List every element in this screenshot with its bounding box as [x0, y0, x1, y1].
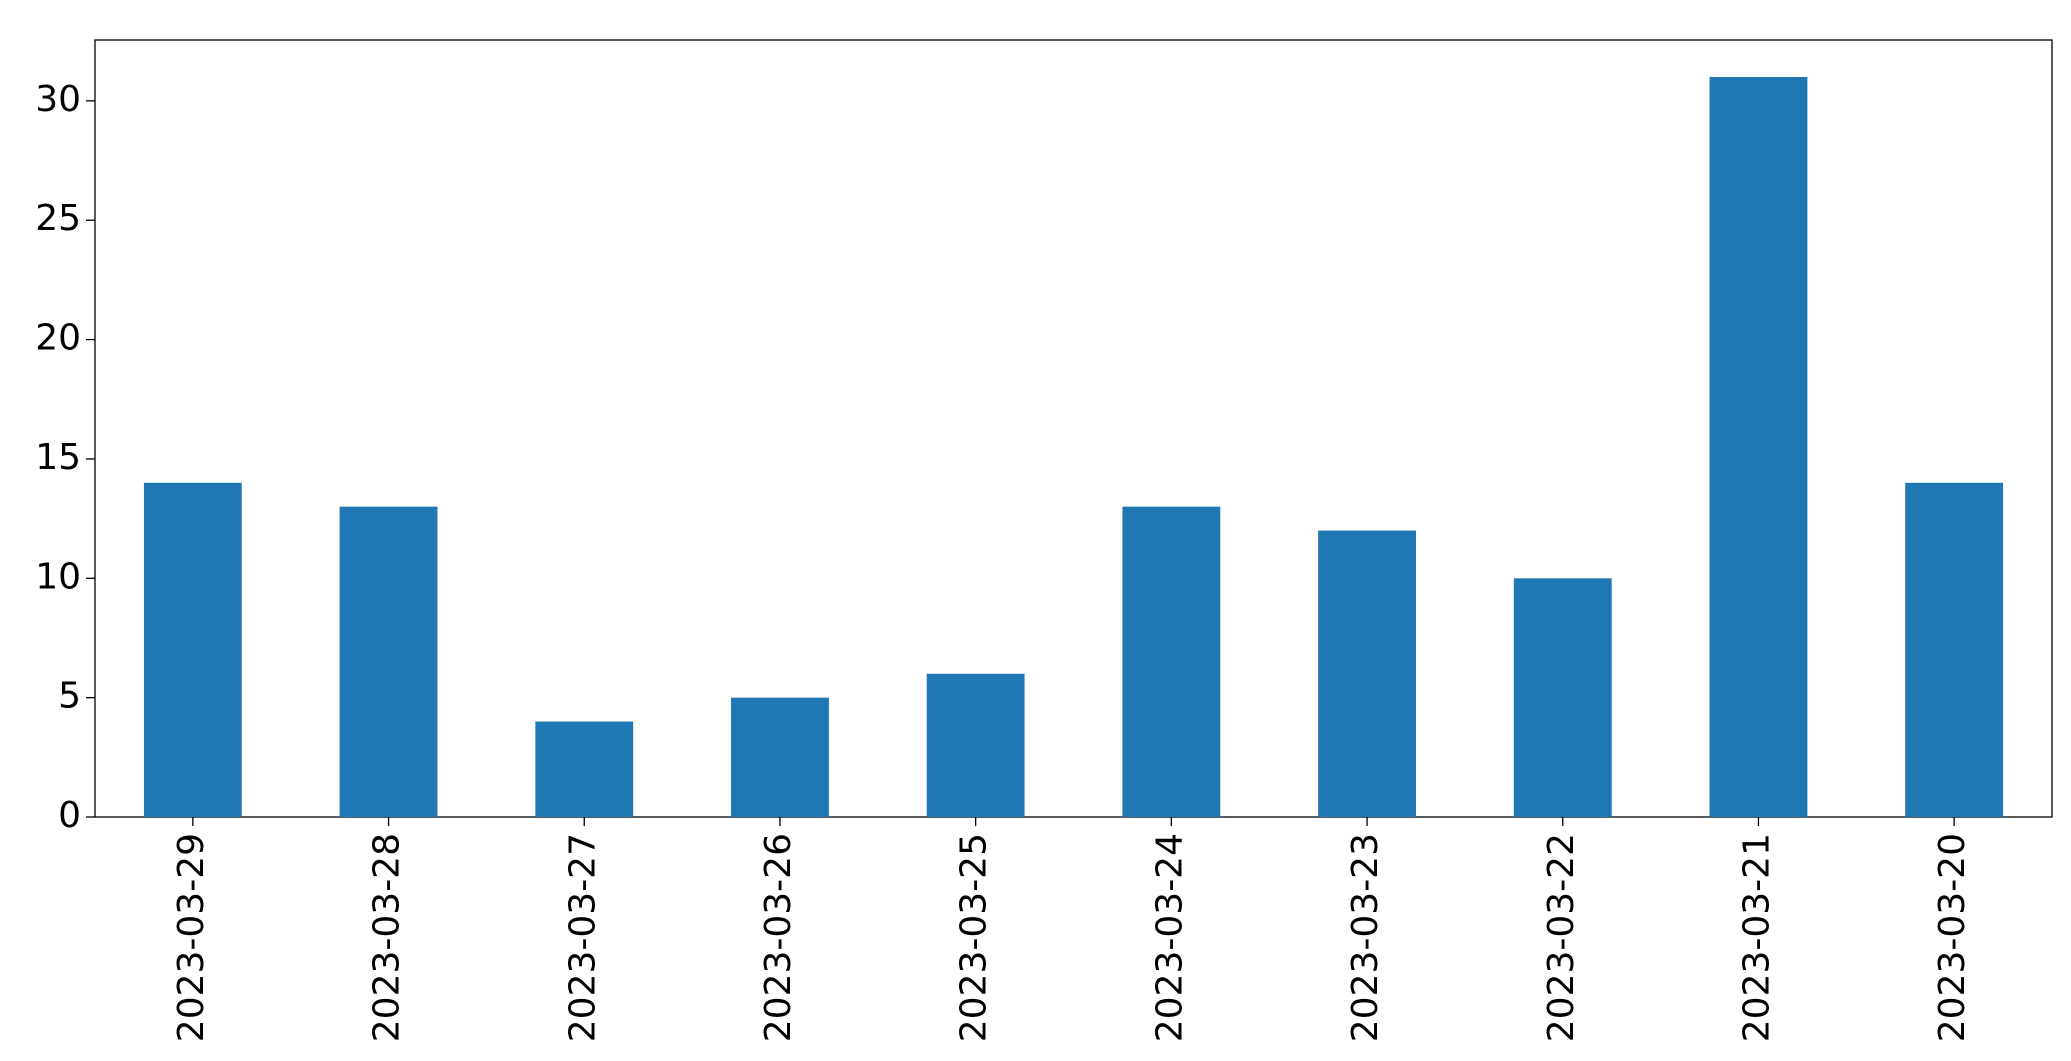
y-tick-label: 10: [35, 556, 81, 597]
x-tick-label: 2023-03-29: [171, 833, 212, 1042]
y-tick-label: 20: [35, 318, 81, 359]
x-tick-label: 2023-03-23: [1345, 833, 1386, 1042]
x-tick-label: 2023-03-28: [367, 833, 408, 1042]
bar: [1122, 506, 1221, 817]
x-tick-label: 2023-03-20: [1932, 833, 1973, 1042]
bar: [926, 673, 1025, 817]
x-tick-label: 2023-03-25: [954, 833, 995, 1042]
bar: [143, 482, 242, 817]
x-tick-label: 2023-03-24: [1149, 833, 1190, 1042]
x-tick-label: 2023-03-27: [562, 833, 603, 1042]
bar: [535, 721, 634, 817]
bar: [1905, 482, 2004, 817]
x-tick-label: 2023-03-26: [758, 833, 799, 1042]
x-tick-label: 2023-03-22: [1541, 833, 1582, 1042]
y-tick-label: 5: [58, 676, 81, 717]
bar: [339, 506, 438, 817]
y-tick-label: 0: [58, 795, 81, 836]
y-tick-label: 30: [35, 79, 81, 120]
bar: [1318, 530, 1416, 817]
bar: [1709, 77, 1808, 817]
bar: [1513, 578, 1612, 817]
y-tick-label: 25: [35, 198, 81, 239]
y-tick-label: 15: [35, 437, 81, 478]
axes-frame: [94, 39, 2053, 818]
x-tick-label: 2023-03-21: [1736, 833, 1777, 1042]
bar: [731, 697, 829, 817]
